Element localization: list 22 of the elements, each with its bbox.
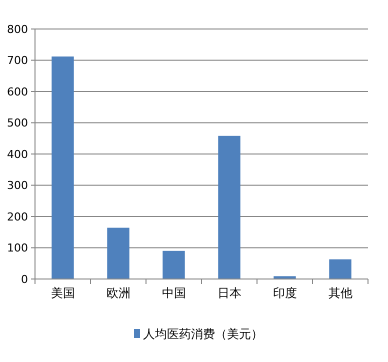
y-tick-label: 800: [7, 22, 28, 36]
x-tick-label: 中国: [162, 286, 186, 300]
legend-label: 人均医药消费（美元）: [143, 327, 263, 342]
y-tick-label: 300: [7, 179, 28, 192]
y-tick-label: 600: [7, 85, 28, 98]
y-tick-label: 200: [7, 210, 28, 224]
y-tick-label: 0: [21, 272, 28, 286]
x-tick-label: 其他: [328, 286, 352, 300]
x-tick-label: 欧洲: [106, 286, 130, 300]
y-tick-label: 500: [7, 116, 28, 130]
x-tick-label: 美国: [50, 286, 75, 300]
bar: [218, 136, 240, 279]
bar: [274, 276, 296, 279]
x-tick-label: 日本: [217, 286, 242, 300]
y-tick-label: 400: [7, 148, 28, 161]
y-tick-label: 100: [7, 242, 28, 255]
bar: [52, 56, 74, 279]
x-tick-label: 印度: [272, 286, 297, 300]
y-tick-label: 700: [7, 54, 28, 68]
bar: [107, 228, 130, 279]
bar: [329, 259, 352, 279]
bar: [162, 250, 185, 279]
